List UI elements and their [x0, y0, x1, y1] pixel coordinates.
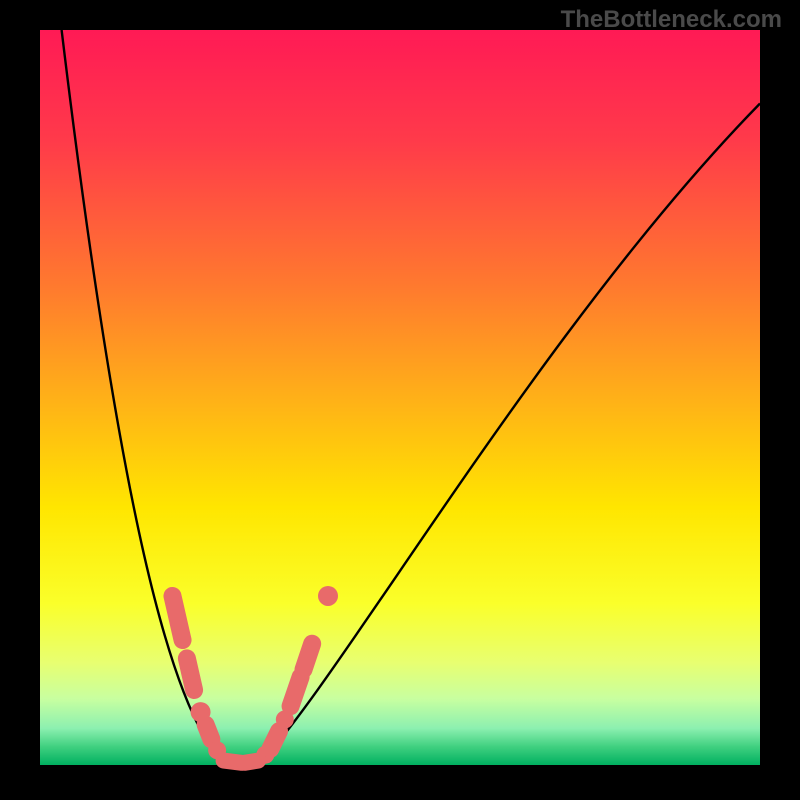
- watermark-text: TheBottleneck.com: [561, 6, 782, 34]
- marker-pill: [172, 596, 182, 640]
- plot-area: [40, 30, 760, 765]
- chart-root: TheBottleneck.com: [0, 0, 800, 800]
- chart-svg: [0, 0, 800, 800]
- marker-pill: [187, 658, 194, 690]
- marker-pill: [244, 761, 258, 763]
- marker-pill: [206, 725, 212, 740]
- marker-pill: [304, 644, 313, 670]
- marker-dot: [318, 586, 338, 606]
- marker-pill: [291, 677, 301, 706]
- marker-pill: [270, 731, 279, 749]
